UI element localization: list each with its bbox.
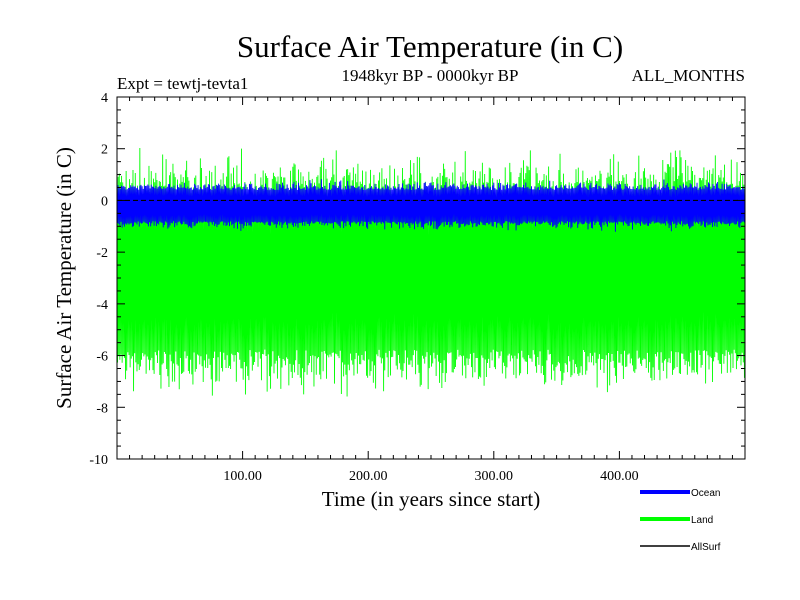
series-ocean	[117, 179, 745, 232]
plot-area	[116, 96, 746, 460]
chart-title: Surface Air Temperature (in C)	[237, 29, 623, 64]
y-tick-label: 2	[101, 143, 108, 158]
y-tick-label: 4	[101, 91, 108, 106]
series-layer	[117, 148, 745, 397]
period-label: 1948kyr BP - 0000kyr BP	[342, 66, 519, 85]
y-tick-label: -10	[89, 453, 108, 468]
y-tick-label: -4	[96, 298, 108, 313]
x-tick-label: 100.00	[223, 469, 262, 484]
x-tick-label: 200.00	[349, 469, 388, 484]
x-axis-label: Time (in years since start)	[322, 487, 541, 511]
x-tick-label: 300.00	[475, 469, 514, 484]
y-tick-label: -6	[96, 350, 108, 365]
y-tick-label: -2	[96, 246, 108, 261]
months-label: ALL_MONTHS	[632, 66, 745, 85]
y-tick-label: -8	[96, 401, 108, 416]
experiment-label: Expt = tewtj-tevta1	[117, 74, 248, 93]
legend-label-land: Land	[691, 515, 713, 526]
x-axis: 100.00 200.00 300.00 400.00	[116, 97, 746, 484]
legend-label-allsurf: AllSurf	[691, 542, 721, 553]
legend-label-ocean: Ocean	[691, 488, 720, 499]
x-tick-label: 400.00	[600, 469, 639, 484]
legend: Ocean Land AllSurf	[640, 488, 721, 553]
y-tick-label: 0	[101, 194, 108, 209]
y-axis: -10 -8 -6 -4 -2 0 2 4	[89, 91, 745, 468]
y-axis-label: Surface Air Temperature (in C)	[52, 147, 76, 409]
